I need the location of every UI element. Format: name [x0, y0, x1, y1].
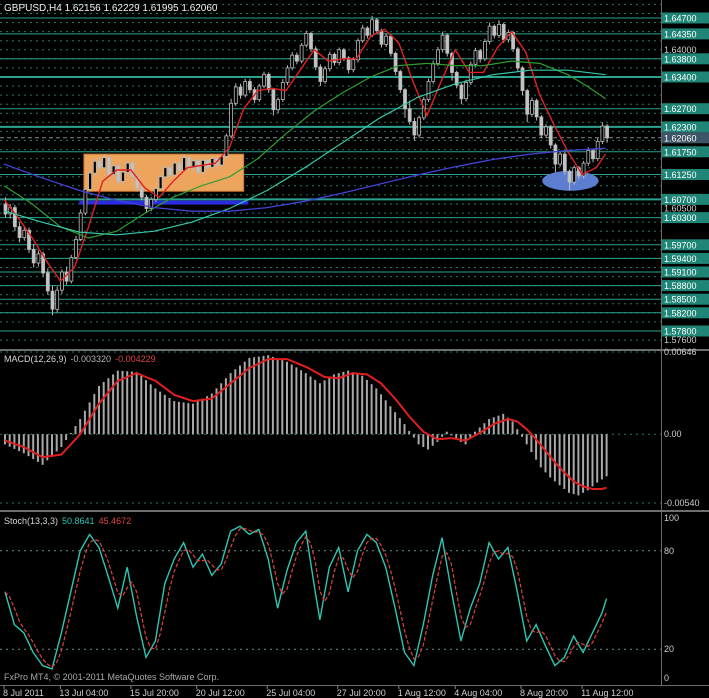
- price-level-label: 1.64350: [664, 29, 697, 39]
- price-level-label: 1.58200: [664, 308, 697, 318]
- current-price-badge: [662, 132, 709, 144]
- macd-axis-label: 0.00: [664, 429, 682, 439]
- price-level-label: 1.60300: [664, 213, 697, 223]
- price-level-label-box: [662, 293, 709, 305]
- time-axis[interactable]: 8 Jul 2011 13 Jul 04:00 15 Jul 20:00 20 Jul…: [3, 686, 633, 698]
- time-axis-label: 20 Jul 12:00: [196, 688, 245, 698]
- ma-slowest-blue: [3, 147, 606, 212]
- price-level-label-box: [662, 146, 709, 158]
- price-level-label-box: [662, 121, 709, 133]
- stoch-panel: 100 80 20 0: [0, 513, 679, 683]
- price-level-label-box: [662, 280, 709, 292]
- price-level-lines[interactable]: [0, 17, 661, 332]
- price-level-label: 1.63800: [664, 54, 697, 64]
- time-axis-label: 4 Aug 04:00: [454, 688, 502, 698]
- price-axis[interactable]: 1.64000 1.60500 1.57600 1.64700 1.64350 1.638…: [661, 0, 709, 686]
- time-axis-label: 15 Jul 20:00: [130, 688, 179, 698]
- ma-slow-cyan: [3, 69, 606, 236]
- price-level-label: 1.62700: [664, 104, 697, 114]
- macd-panel-divider[interactable]: [0, 349, 709, 351]
- price-level-label-box: [662, 239, 709, 251]
- price-level-label-box: [662, 103, 709, 115]
- price-level-label: 1.57800: [664, 327, 697, 337]
- price-level-label-box: [662, 212, 709, 224]
- macd-axis-label: -0.00540: [664, 498, 700, 508]
- stoch-axis-label: 20: [664, 644, 674, 654]
- macd-histogram: [4, 355, 608, 496]
- stoch-axis-label: 80: [664, 546, 674, 556]
- stoch-panel-divider[interactable]: [0, 510, 709, 512]
- panel-separators[interactable]: [0, 349, 709, 686]
- time-axis-label: 1 Aug 12:00: [398, 688, 446, 698]
- price-level-label-box: [662, 193, 709, 205]
- price-level-label: 1.60700: [664, 195, 697, 205]
- price-level-label: 1.58500: [664, 295, 697, 305]
- current-price-label: 1.62060: [664, 133, 697, 143]
- price-level-label: 1.61250: [664, 170, 697, 180]
- moving-averages: [3, 28, 607, 283]
- price-level-label-box: [662, 12, 709, 24]
- price-level-label-box: [662, 252, 709, 264]
- time-axis-label: 27 Jul 20:00: [337, 688, 386, 698]
- stoch-axis-label: 0: [664, 673, 669, 683]
- price-level-label: 1.58800: [664, 281, 697, 291]
- price-level-label: 1.62300: [664, 122, 697, 132]
- stoch-signal-line: [4, 527, 608, 668]
- price-level-label-box: [662, 325, 709, 337]
- price-level-label-box: [662, 53, 709, 65]
- time-axis-label: 25 Jul 04:00: [266, 688, 315, 698]
- stoch-axis-label: 100: [664, 513, 679, 523]
- time-axis-label: 8 Aug 20:00: [520, 688, 568, 698]
- stoch-main-line: [4, 525, 608, 670]
- price-axis-label: 1.60500: [664, 204, 697, 214]
- ma-fast-red: [3, 28, 607, 283]
- price-level-label-box: [662, 28, 709, 40]
- ma-medium-green: [3, 60, 606, 239]
- time-axis-label: 11 Aug 12:00: [581, 688, 633, 698]
- macd-signal-line: [4, 358, 607, 490]
- price-axis-label: 1.64000: [664, 45, 697, 55]
- time-axis-label: 8 Jul 2011: [3, 688, 44, 698]
- time-axis-label: 13 Jul 04:00: [59, 688, 108, 698]
- price-level-label-box: [662, 307, 709, 319]
- price-level-label: 1.63400: [664, 73, 697, 83]
- macd-axis-label: 0.00646: [664, 347, 697, 357]
- price-level-label: 1.61750: [664, 147, 697, 157]
- macd-panel: 0.00646 0.00 -0.00540: [0, 347, 700, 508]
- price-level-label: 1.59700: [664, 240, 697, 250]
- price-level-label-box: [662, 169, 709, 180]
- price-level-label: 1.59100: [664, 268, 697, 278]
- price-level-label-box: [662, 266, 709, 278]
- price-axis-label: 1.57600: [664, 335, 697, 345]
- price-level-label-box: [662, 71, 709, 83]
- price-level-label: 1.59400: [664, 254, 697, 264]
- price-level-label: 1.64700: [664, 14, 697, 24]
